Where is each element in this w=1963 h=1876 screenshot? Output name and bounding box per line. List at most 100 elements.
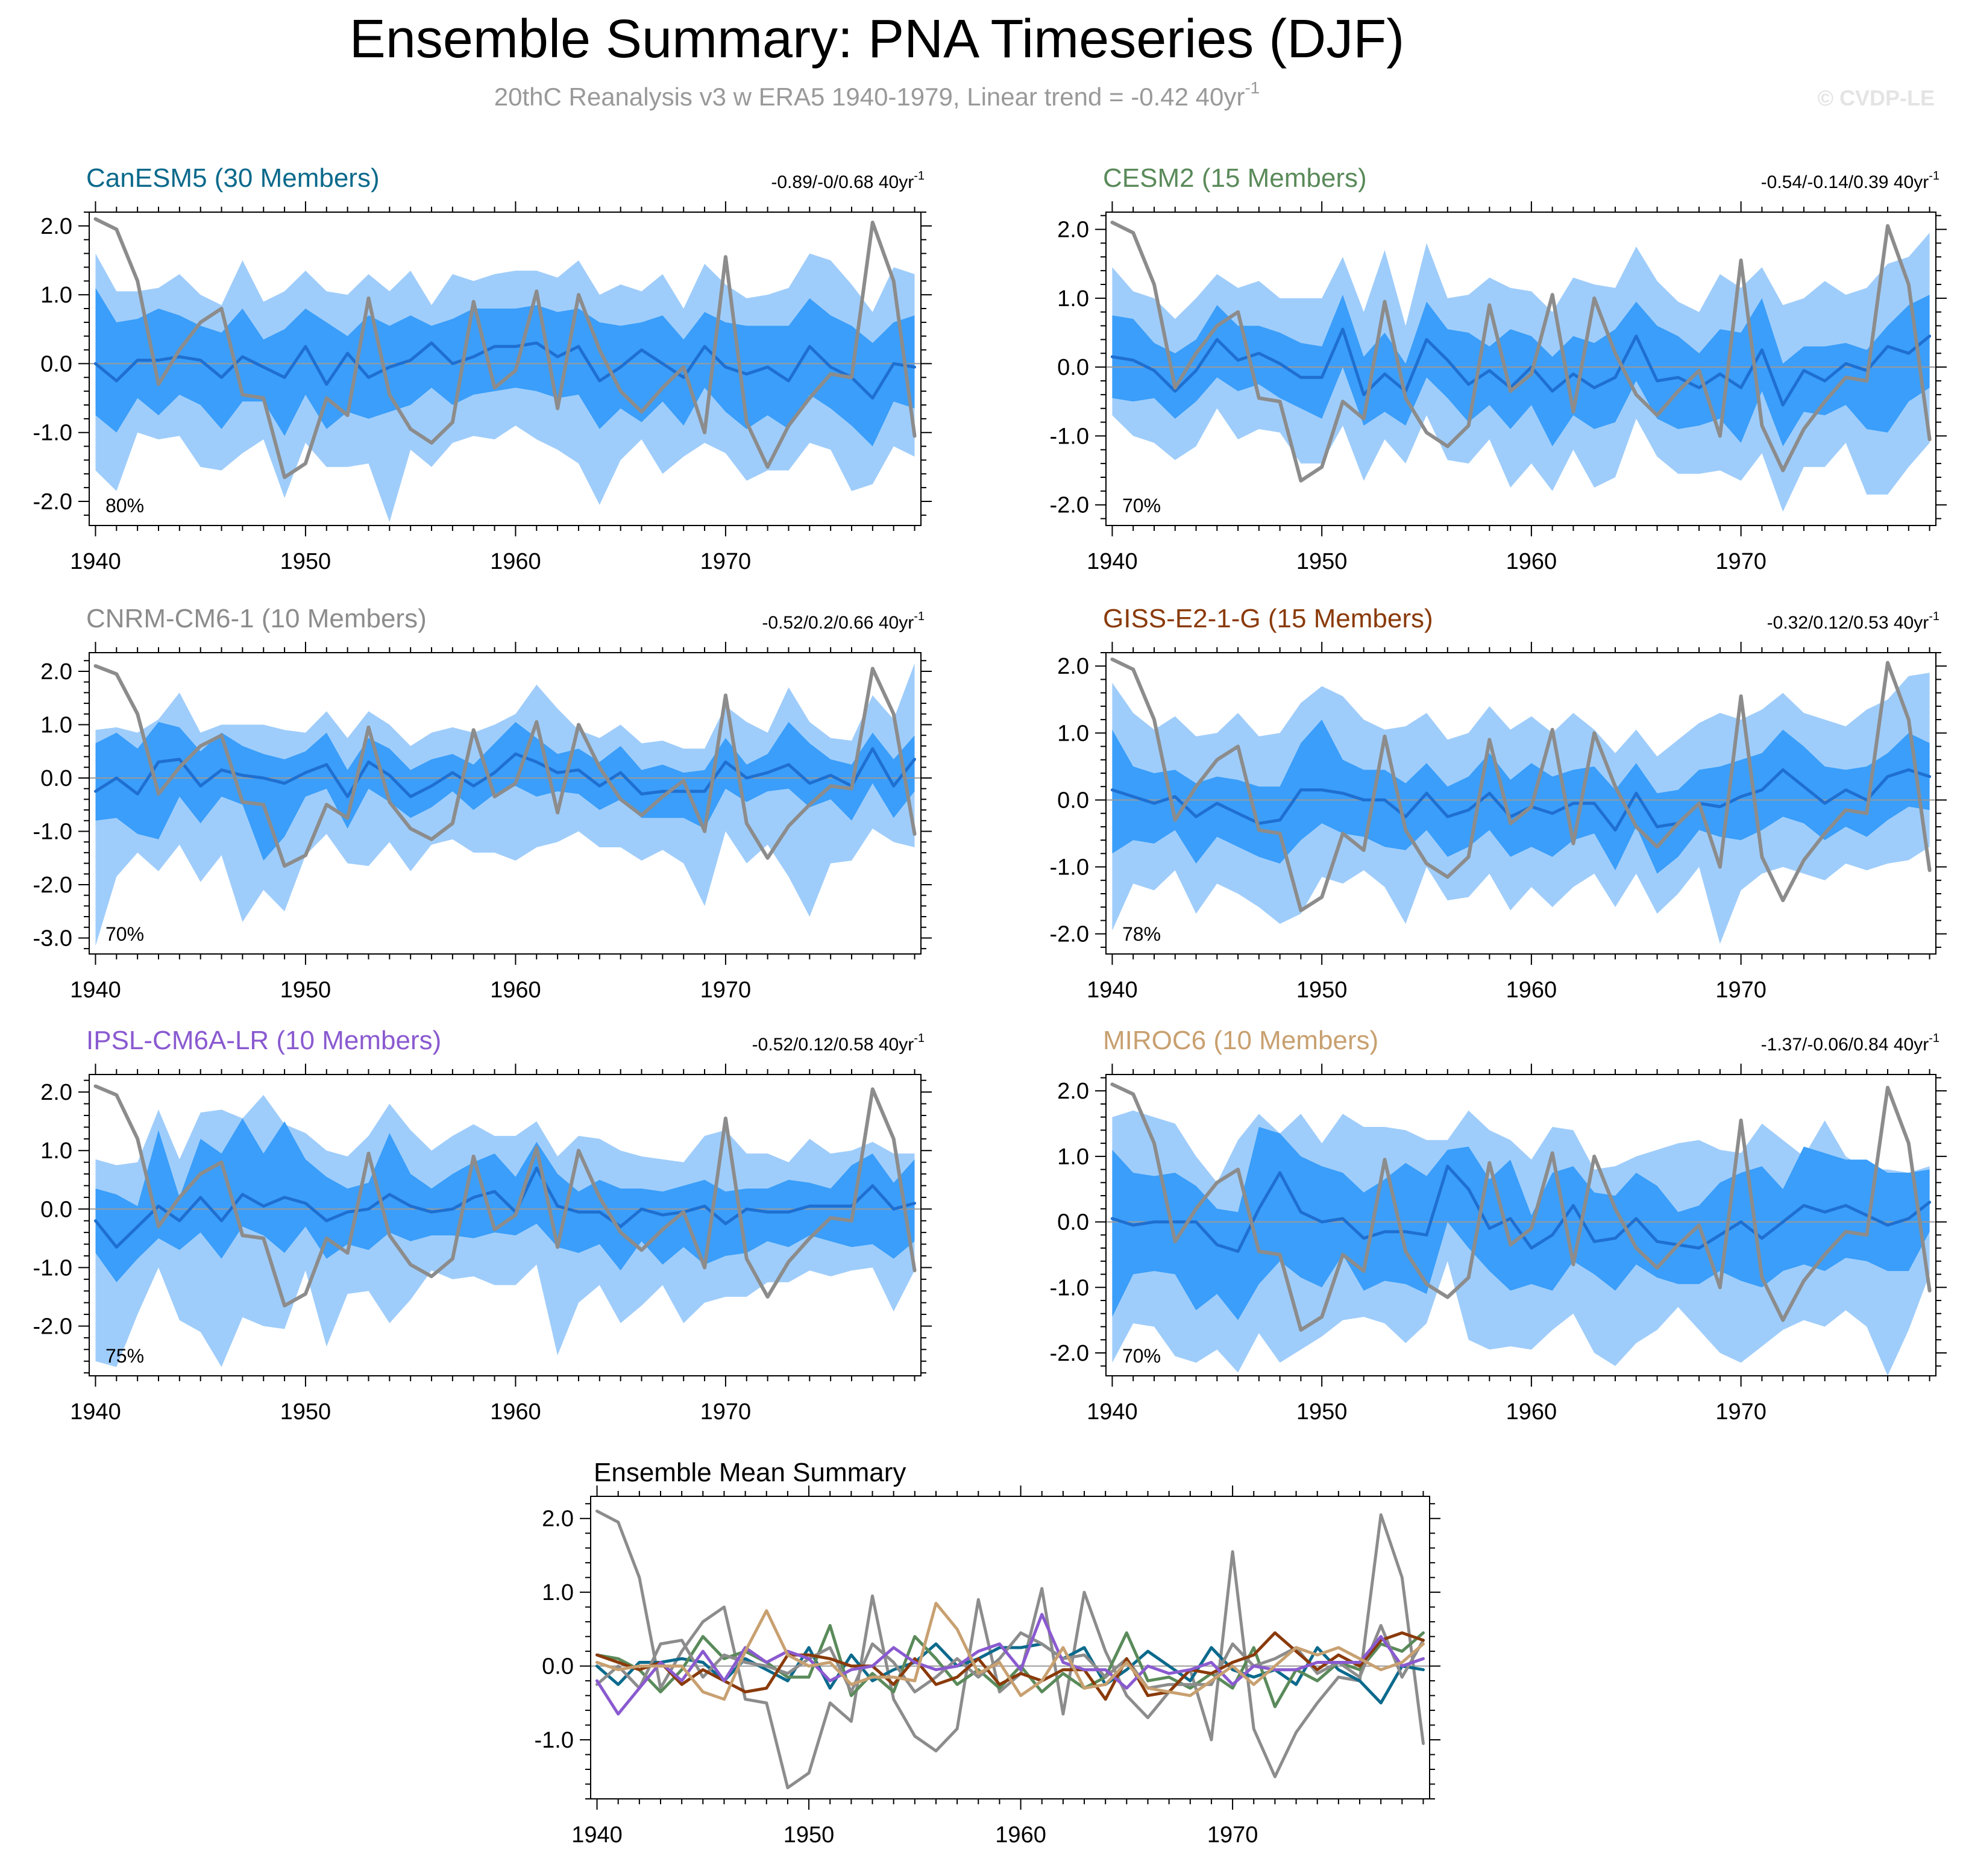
y-tick-label: 2.0 <box>1057 1079 1089 1104</box>
y-tick-label: 2.0 <box>1057 654 1089 679</box>
y-tick-label: 1.0 <box>1057 286 1089 312</box>
series-line-ipsl-cm6a-lr <box>595 1613 1425 1716</box>
y-tick-label: 2.0 <box>40 659 72 685</box>
y-tick-label: -3.0 <box>33 926 72 951</box>
trend-range-unit: 40yr <box>874 172 914 192</box>
y-tick-label: 0.0 <box>40 1197 72 1222</box>
x-tick-label: 1940 <box>1087 1399 1138 1425</box>
subtitle-text: 20thC Reanalysis v3 w ERA5 1940-1979, Li… <box>494 83 1245 111</box>
plot-area <box>1106 657 1936 944</box>
x-tick-label: 1940 <box>1087 549 1138 574</box>
series-line-miroc6 <box>595 1602 1425 1701</box>
plot-area <box>591 1510 1430 1790</box>
panel-giss: 1940 1950 1960 1970 -2.0 -1.0 0.0 1.0 2.0 GISS-E2… <box>1050 604 1947 1003</box>
panels-group: 1940 1950 1960 1970 -2.0 -1.0 0.0 1.0 2.0 CanESM5… <box>33 163 1947 1848</box>
y-tick-label: 2.0 <box>40 214 72 239</box>
observed-line <box>1110 221 1932 483</box>
panel-title: IPSL-CM6A-LR (10 Members) <box>86 1026 441 1055</box>
trend-range-superscript: -1 <box>1929 1032 1939 1045</box>
y-tick-label: 1.0 <box>40 712 72 738</box>
trend-range-superscript: -1 <box>914 169 925 183</box>
subtitle-superscript: -1 <box>1245 78 1260 97</box>
plot-area <box>89 217 921 522</box>
panel-title: GISS-E2-1-G (15 Members) <box>1103 604 1433 633</box>
x-tick-label: 1960 <box>995 1822 1046 1848</box>
y-tick-label: 0.0 <box>1057 1210 1089 1235</box>
inner-spread-band <box>95 287 915 447</box>
x-tick-label: 1970 <box>1715 1399 1767 1425</box>
x-tick-label: 1960 <box>1506 977 1557 1003</box>
trend-range-values: -0.54/-0.14/0.39 <box>1761 172 1889 192</box>
plot-area <box>1106 221 1936 512</box>
y-tick-label: -2.0 <box>1050 493 1089 518</box>
figure-title: Ensemble Summary: PNA Timeseries (DJF) <box>350 9 1404 69</box>
y-tick-label: 1.0 <box>1057 721 1089 746</box>
y-tick-label: -1.0 <box>33 1255 72 1281</box>
x-tick-label: 1940 <box>70 1399 121 1425</box>
percent-label: 70% <box>1122 1345 1161 1367</box>
trend-range-unit: 40yr <box>1889 172 1929 192</box>
y-tick-label: 0.0 <box>1057 355 1089 380</box>
y-tick-label: 0.0 <box>542 1654 574 1680</box>
y-tick-label: 2.0 <box>40 1080 72 1105</box>
outer-spread-band <box>95 663 915 946</box>
percent-label: 80% <box>105 495 144 516</box>
trend-range-unit: 40yr <box>1889 613 1929 633</box>
y-tick-label: 2.0 <box>542 1507 574 1532</box>
y-tick-label: 0.0 <box>1057 788 1089 813</box>
percent-label: 78% <box>1122 923 1161 945</box>
observed-line <box>93 664 917 868</box>
x-tick-label: 1950 <box>1296 977 1348 1003</box>
inner-spread-band <box>1112 295 1930 447</box>
x-tick-label: 1970 <box>1715 549 1767 574</box>
y-tick-label: 0.0 <box>40 351 72 377</box>
y-tick-label: -1.0 <box>1050 1275 1089 1300</box>
y-tick-label: -1.0 <box>535 1728 574 1753</box>
plot-frame <box>89 212 922 526</box>
x-tick-label: 1950 <box>784 1822 835 1848</box>
panel-ensemble-mean: 1940 1950 1960 1970 -1.0 0.0 1.0 2.0 Ensemble Me… <box>535 1458 1440 1848</box>
trend-range-values: -0.52/0.12/0.58 <box>752 1035 874 1055</box>
ensemble-mean-line <box>1110 768 1932 832</box>
y-tick-label: -1.0 <box>33 819 72 844</box>
x-tick-label: 1970 <box>700 977 752 1003</box>
plot-frame <box>590 1496 1430 1799</box>
x-tick-label: 1950 <box>280 549 331 574</box>
trend-range-unit: 40yr <box>874 613 914 633</box>
panel-canesm5: 1940 1950 1960 1970 -2.0 -1.0 0.0 1.0 2.0 CanESM5… <box>33 163 932 574</box>
series-line-observations <box>595 1510 1425 1790</box>
x-tick-label: 1970 <box>700 549 752 574</box>
trend-range-label: -0.32/0.12/0.53 40yr-1 <box>1767 610 1939 633</box>
x-tick-label: 1940 <box>70 977 121 1003</box>
y-tick-label: 1.0 <box>40 283 72 308</box>
plot-frame <box>1105 1074 1936 1376</box>
y-tick-label: -2.0 <box>33 489 72 515</box>
plot-area <box>89 1084 921 1367</box>
trend-range-values: -1.37/-0.06/0.84 <box>1761 1035 1889 1055</box>
y-tick-label: -1.0 <box>1050 855 1089 880</box>
observed-line <box>93 217 917 479</box>
observed-line <box>93 1084 917 1308</box>
trend-range-label: -0.54/-0.14/0.39 40yr-1 <box>1761 169 1939 192</box>
x-tick-label: 1940 <box>571 1822 623 1848</box>
y-tick-label: -2.0 <box>1050 922 1089 947</box>
y-tick-label: 0.0 <box>40 766 72 791</box>
plot-frame <box>1105 652 1936 955</box>
panel-miroc6: 1940 1950 1960 1970 -2.0 -1.0 0.0 1.0 2.0 MIROC6 … <box>1050 1026 1947 1425</box>
trend-range-values: -0.32/0.12/0.53 <box>1767 613 1889 633</box>
y-tick-label: -2.0 <box>1050 1341 1089 1366</box>
y-tick-label: 1.0 <box>40 1138 72 1164</box>
plot-area <box>89 663 921 946</box>
panel-title: Ensemble Mean Summary <box>594 1458 906 1487</box>
trend-range-unit: 40yr <box>1889 1035 1929 1055</box>
ensemble-mean-line <box>94 341 916 400</box>
observed-line <box>1110 1082 1932 1332</box>
ensemble-mean-line <box>1110 1164 1932 1253</box>
inner-spread-band <box>95 722 915 861</box>
percent-label: 70% <box>105 923 144 945</box>
panel-title: CanESM5 (30 Members) <box>86 163 380 193</box>
x-tick-label: 1950 <box>280 1399 331 1425</box>
panel-title: MIROC6 (10 Members) <box>1103 1026 1378 1055</box>
percent-label: 75% <box>105 1345 144 1367</box>
